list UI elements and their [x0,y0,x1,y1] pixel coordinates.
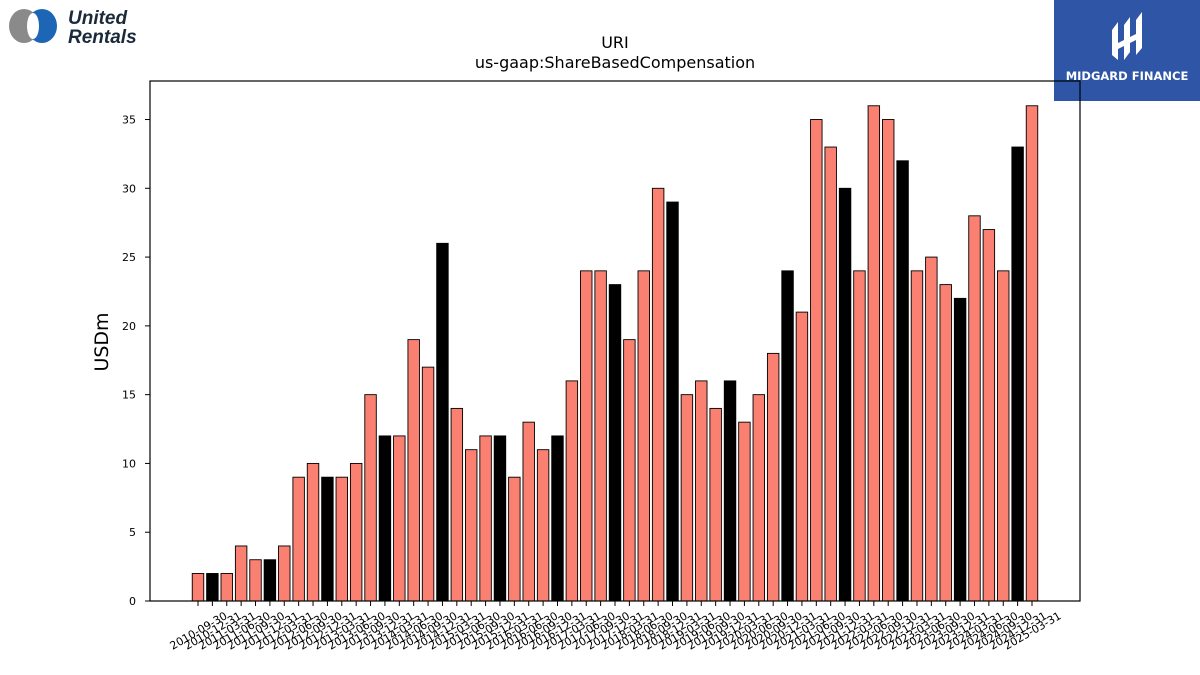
bar-2022-09-30 [882,119,895,602]
bar-2012-09-30 [306,462,320,602]
logo-word-1: United [68,8,128,29]
bar-2018-03-31 [623,339,636,602]
y-axis: 0 5 10 15 20 25 30 35 [122,114,150,608]
bar-2024-12-31 [1011,146,1024,602]
bar-2020-12-31 [781,270,794,602]
bar-2014-03-31 [393,435,406,602]
y-tick-label: 30 [122,182,136,195]
bar-2017-09-30 [594,270,607,602]
y-tick-label: 25 [122,251,136,264]
bar-2015-06-30 [465,449,478,602]
bar-2020-03-31 [738,421,751,602]
logo-word-2: Rentals [68,27,137,48]
bar-2021-12-31 [838,187,852,602]
y-tick-label: 20 [122,320,136,333]
bar-2013-09-30 [364,394,377,602]
bar-2015-09-30 [479,435,492,602]
bar-2022-03-31 [853,270,866,602]
united-rentals-logo: United Rentals [9,8,137,48]
bar-2012-03-31 [278,545,291,602]
bar-2020-06-30 [752,394,765,602]
bar-2014-12-31 [436,242,449,602]
bar-2022-06-30 [867,105,881,602]
bar-2016-09-30 [536,449,550,602]
bar-2018-06-30 [637,270,650,602]
bar-2013-06-30 [349,462,363,602]
chart-subtitle: us-gaap:ShareBasedCompensation [475,53,755,72]
bar-2024-06-30 [982,229,996,602]
bar-2012-12-31 [321,476,334,602]
bar-2021-03-31 [795,311,809,602]
y-tick-label: 35 [122,114,136,127]
y-axis-label: USDm [91,312,113,371]
bar-2024-09-30 [997,270,1010,602]
bar-2010-12-31 [206,573,219,602]
bar-2016-12-31 [551,435,564,602]
chart-title: URI [601,33,629,52]
bar-2011-09-30 [249,559,262,602]
bar-2019-09-30 [709,407,722,602]
bar-2019-12-31 [723,380,737,602]
bar-2016-03-31 [508,476,521,602]
bar-2014-06-30 [407,339,420,602]
bar-2023-12-31 [953,297,967,602]
y-tick-label: 0 [129,595,136,608]
bar-2011-03-31 [220,573,233,602]
bar-2023-09-30 [939,284,952,602]
bar-2017-03-31 [565,380,579,602]
bar-2016-06-30 [522,421,535,602]
bar-2011-12-31 [263,559,277,602]
bar-2025-03-31 [1025,105,1039,602]
y-tick-label: 15 [122,389,136,402]
bar-2019-03-31 [680,394,694,602]
bar-2018-09-30 [651,187,665,602]
bar-2012-06-30 [292,476,305,602]
bar-2013-03-31 [335,476,348,602]
bar-2013-12-31 [378,435,392,602]
bar-2023-06-30 [925,256,938,602]
midgard-finance-logo: MIDGARD FINANCE [1054,0,1200,101]
y-tick-label: 5 [129,526,136,539]
bar-2017-06-30 [580,270,593,602]
publisher-name: MIDGARD FINANCE [1066,69,1189,83]
plot-frame [149,80,1081,602]
bar-2017-12-31 [608,284,622,602]
bar-2014-09-30 [421,366,435,602]
bar-2015-03-31 [450,407,464,602]
bar-2023-03-31 [910,270,924,602]
bar-2010-09-30 [191,573,205,602]
bar-2011-06-30 [234,545,248,602]
x-axis: 2010-09-302010-12-312011-03-312011-06-30… [168,601,1064,653]
bar-2021-09-30 [824,146,837,602]
bar-2021-06-30 [810,119,823,602]
bar-2019-06-30 [695,380,708,602]
bar-2020-09-30 [766,352,780,602]
bar-2024-03-31 [968,215,981,602]
bars-group [191,105,1039,602]
y-tick-label: 10 [122,457,136,470]
bar-2015-12-31 [493,435,507,602]
bar-2022-12-31 [896,160,909,602]
bar-2018-12-31 [666,201,679,602]
